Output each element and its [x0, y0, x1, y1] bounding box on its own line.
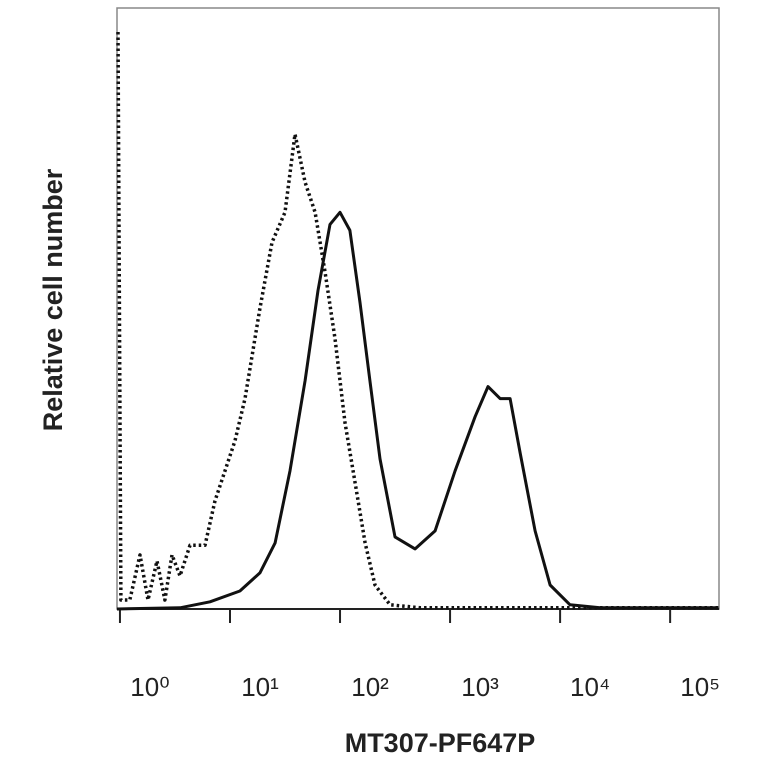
x-tick-label: 10²: [351, 672, 389, 702]
series-line: [116, 210, 719, 611]
x-tick-label: 10⁰: [130, 672, 169, 702]
y-axis-title: Relative cell number: [38, 168, 68, 431]
x-tick-label: 10¹: [241, 672, 279, 702]
x-axis-title: MT307-PF647P: [345, 728, 536, 758]
x-tick-label: 10⁴: [570, 672, 610, 702]
x-tick-label: 10⁵: [680, 672, 720, 702]
series-line: [116, 31, 719, 610]
x-tick-label: 10³: [461, 672, 499, 702]
plot-frame: [116, 7, 720, 610]
